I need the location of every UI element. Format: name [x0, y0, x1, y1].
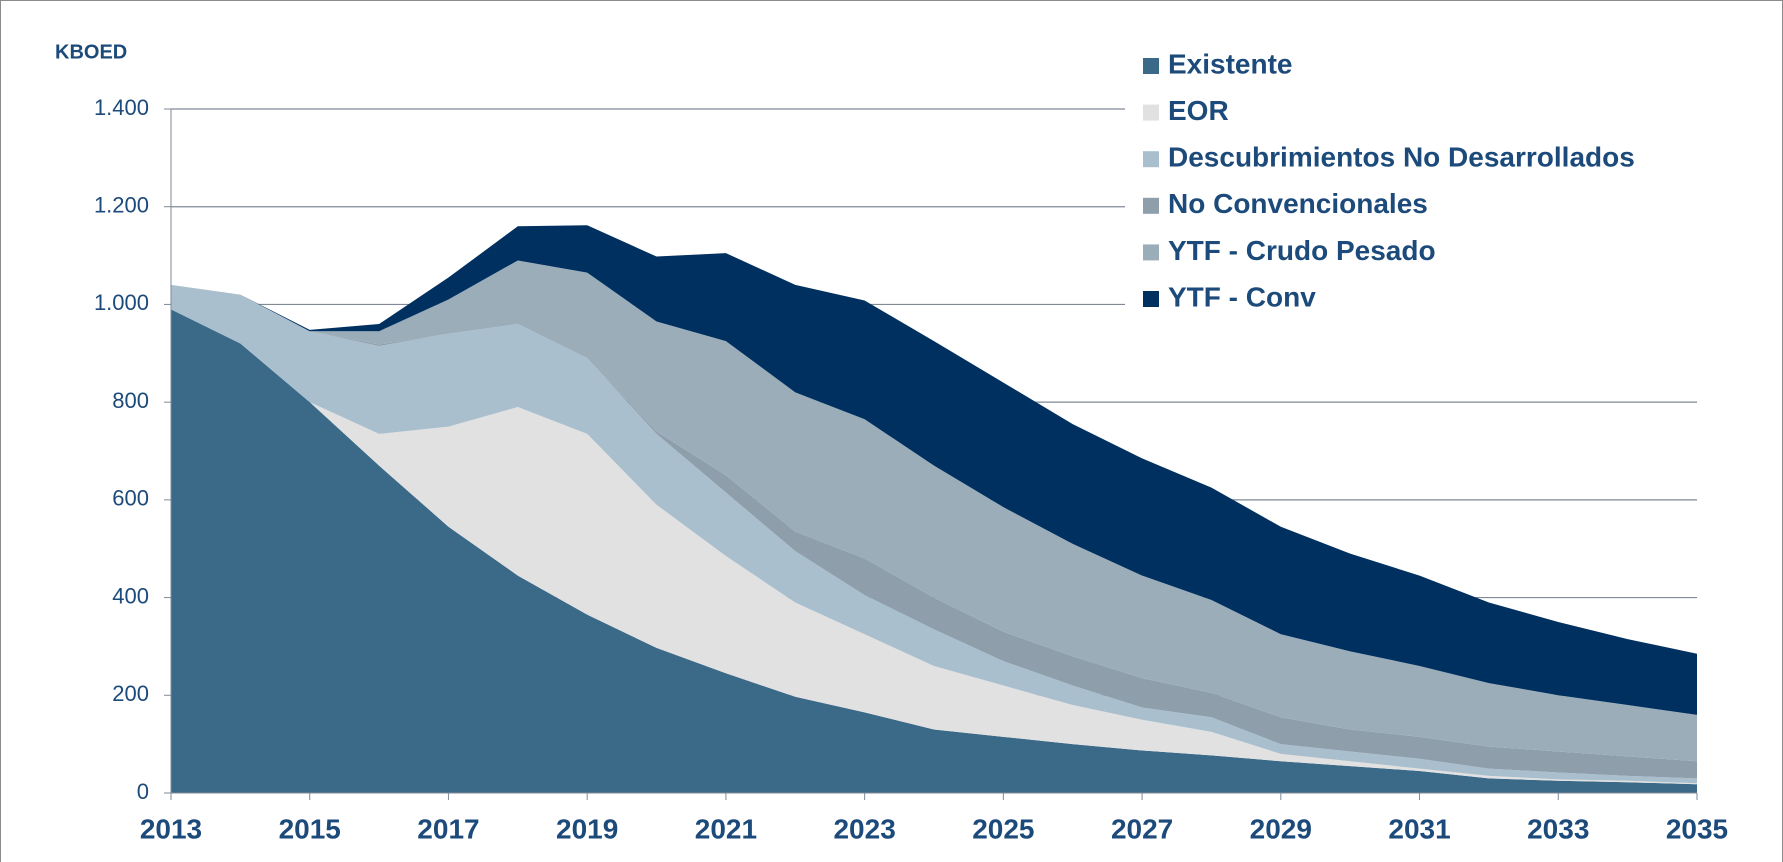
legend-label: EOR: [1168, 95, 1229, 126]
x-tick-label: 2033: [1527, 813, 1589, 844]
area: [171, 260, 1697, 762]
y-tick-label: 1.200: [94, 193, 149, 218]
legend-background: [1125, 40, 1745, 325]
y-tick-label: 800: [112, 388, 149, 413]
legend-swatch: [1143, 104, 1159, 121]
legend-swatch: [1143, 244, 1159, 261]
legend-label: Existente: [1168, 48, 1293, 79]
x-tick-label: 2019: [556, 813, 618, 844]
x-tick-label: 2015: [279, 813, 341, 844]
legend-label: No Convencionales: [1168, 188, 1428, 219]
x-tick-label: 2027: [1111, 813, 1173, 844]
legend-label: YTF - Crudo Pesado: [1168, 235, 1436, 266]
area: [171, 225, 1697, 715]
legend-label: YTF - Conv: [1168, 281, 1316, 312]
legend-swatch: [1143, 197, 1159, 214]
area: [171, 309, 1697, 793]
area: [171, 284, 1697, 784]
x-tick-label: 2017: [417, 813, 479, 844]
y-tick-label: 0: [137, 779, 149, 804]
x-tick-label: 2013: [140, 813, 202, 844]
legend-swatch: [1143, 291, 1159, 307]
y-tick-label: 1.400: [94, 95, 149, 120]
x-tick-label: 2023: [833, 813, 895, 844]
x-tick-label: 2029: [1250, 813, 1312, 844]
x-tick-label: 2035: [1666, 813, 1728, 844]
y-tick-label: 1.000: [94, 290, 149, 315]
area: [171, 309, 1697, 785]
legend-label: Descubrimientos No Desarrollados: [1168, 142, 1635, 173]
x-tick-label: 2031: [1388, 813, 1450, 844]
x-tick-label: 2021: [695, 813, 757, 844]
y-tick-label: 400: [112, 583, 149, 608]
y-tick-label: 600: [112, 486, 149, 511]
y-tick-label: 200: [112, 681, 149, 706]
x-tick-label: 2025: [972, 813, 1034, 844]
y-axis-label: KBOED: [55, 41, 127, 63]
area: [171, 284, 1697, 779]
legend-swatch: [1143, 151, 1159, 168]
legend-swatch: [1143, 58, 1159, 74]
